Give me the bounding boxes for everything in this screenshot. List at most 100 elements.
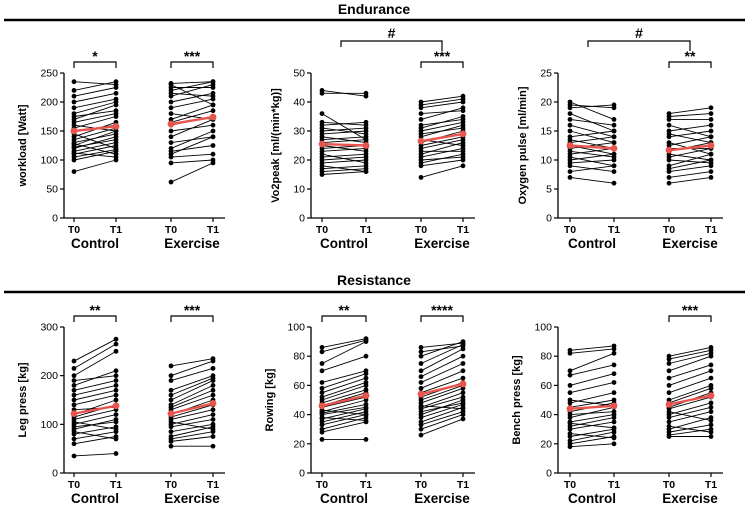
- subject-line: [420, 387, 464, 404]
- y-axis-title: Bench press [kg]: [511, 355, 523, 445]
- subject-point-t1: [611, 409, 617, 415]
- subject-point-t1: [708, 157, 714, 163]
- y-tick-label: 40: [293, 97, 305, 109]
- subject-line: [668, 153, 712, 161]
- subject-line: [321, 130, 367, 135]
- subject-line: [569, 348, 615, 354]
- subject-point-t1: [363, 387, 369, 393]
- subject-point-t0: [168, 363, 174, 369]
- subject-line: [668, 124, 712, 132]
- group-label-exercise: Exercise: [164, 236, 220, 251]
- subject-line: [321, 417, 367, 421]
- subject-line: [668, 402, 712, 416]
- subject-line: [321, 373, 367, 389]
- subject-point-t1: [363, 380, 369, 385]
- subject-point-t0: [418, 349, 424, 355]
- subject-point-t1: [460, 154, 466, 160]
- subject-line: [73, 421, 117, 430]
- mean-point-t1: [362, 392, 370, 400]
- subject-point-t1: [460, 340, 466, 346]
- timepoint-label-t1: T1: [457, 479, 469, 491]
- subject-line: [170, 136, 214, 144]
- subject-point-t1: [363, 137, 369, 143]
- subject-point-t1: [363, 122, 369, 128]
- mean-line: [73, 125, 117, 133]
- subject-point-t0: [567, 111, 573, 116]
- subject-point-t0: [168, 387, 174, 393]
- subject-point-t1: [708, 175, 714, 180]
- subject-point-t0: [666, 180, 672, 186]
- subject-point-t1: [460, 93, 466, 99]
- subject-point-t0: [666, 423, 672, 429]
- subject-line: [73, 375, 117, 381]
- mean-point-t1: [459, 130, 467, 138]
- mean-point-t0: [167, 410, 175, 418]
- subject-line: [668, 411, 712, 421]
- subject-point-t1: [611, 117, 617, 122]
- subject-line: [73, 81, 117, 91]
- subject-point-t0: [319, 390, 325, 396]
- subject-point-t1: [611, 151, 617, 157]
- subject-point-t0: [418, 419, 424, 425]
- significance-bracket: [420, 315, 464, 322]
- subject-line: [73, 380, 117, 391]
- subject-point-t1: [708, 128, 714, 134]
- subject-line: [73, 389, 117, 401]
- subject-point-t1: [611, 343, 617, 349]
- subject-line: [569, 156, 615, 167]
- subject-point-t1: [113, 146, 119, 151]
- timepoint-label-t0: T0: [68, 479, 80, 491]
- subject-line: [321, 414, 367, 426]
- subject-line: [170, 360, 214, 377]
- subject-point-t0: [666, 175, 672, 180]
- subject-line: [321, 389, 367, 404]
- resistance-header: Resistance: [4, 272, 745, 294]
- y-tick-label: 0: [52, 213, 58, 225]
- subject-line: [569, 443, 615, 448]
- subject-line: [569, 101, 615, 120]
- subject-line: [569, 153, 615, 161]
- subject-point-t1: [363, 437, 369, 442]
- subject-line: [668, 349, 712, 360]
- subject-point-t1: [460, 361, 466, 366]
- subject-point-t0: [666, 368, 672, 374]
- subject-line: [321, 171, 367, 175]
- significance-label: **: [90, 302, 101, 318]
- subject-line: [73, 350, 117, 377]
- subject-point-t1: [210, 85, 216, 90]
- subject-line: [569, 364, 615, 376]
- subject-point-t1: [113, 373, 119, 379]
- subject-point-t1: [210, 79, 216, 85]
- mean-point-t0: [70, 410, 78, 418]
- subject-point-t1: [708, 383, 714, 388]
- subject-line: [73, 139, 117, 148]
- subject-point-t0: [168, 140, 174, 146]
- subject-point-t1: [611, 390, 617, 396]
- subject-line: [569, 399, 615, 407]
- subject-line: [321, 384, 367, 401]
- subject-line: [420, 355, 464, 378]
- timepoint-label-t0: T0: [415, 224, 427, 236]
- group-label-exercise: Exercise: [414, 491, 470, 506]
- subject-point-t0: [319, 90, 325, 96]
- mean-point-t0: [167, 120, 175, 128]
- timepoint-label-t0: T0: [663, 479, 675, 491]
- subject-line: [569, 165, 615, 173]
- subject-point-t0: [567, 372, 573, 378]
- y-tick-label: 100: [287, 322, 305, 334]
- timepoint-label-t0: T0: [415, 479, 427, 491]
- subject-point-t1: [113, 387, 119, 393]
- subject-line: [420, 418, 464, 436]
- subject-line: [569, 406, 615, 418]
- subject-line: [569, 417, 615, 427]
- timepoint-label-t0: T0: [68, 224, 80, 236]
- subject-line: [321, 168, 367, 173]
- subject-line: [73, 110, 117, 117]
- subject-line: [569, 345, 615, 351]
- subject-point-t0: [567, 419, 573, 425]
- subject-line: [321, 339, 367, 353]
- endurance-header: Endurance: [4, 1, 745, 22]
- subject-point-t1: [611, 105, 617, 111]
- subject-point-t1: [363, 336, 369, 342]
- subject-line: [170, 380, 214, 401]
